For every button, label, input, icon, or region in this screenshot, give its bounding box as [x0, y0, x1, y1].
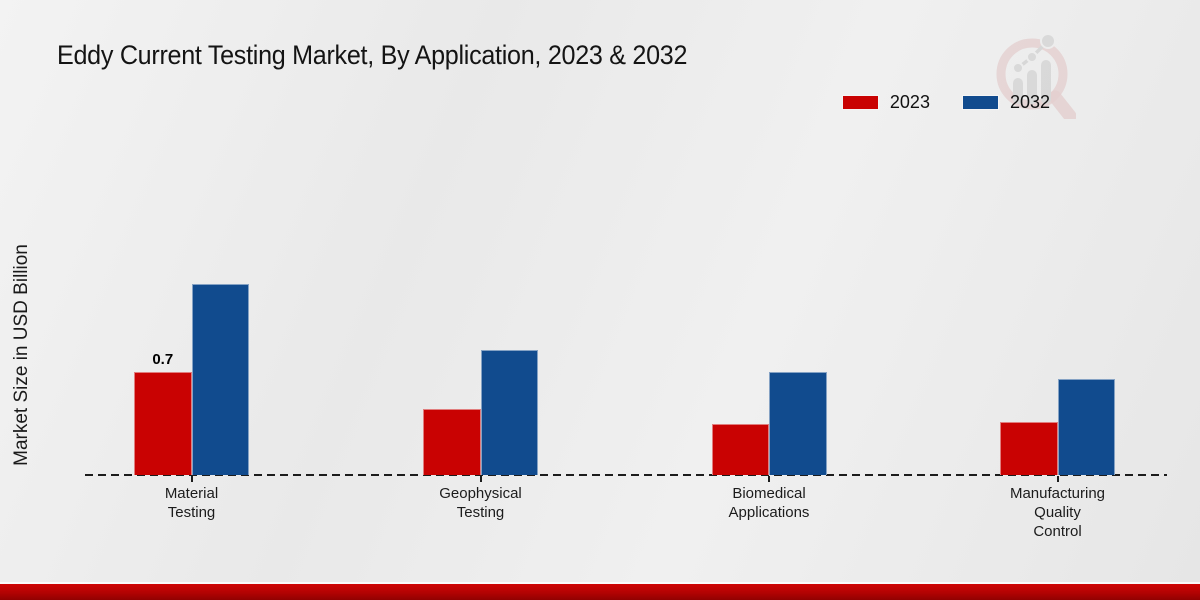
- legend-swatch-2032: [961, 95, 999, 110]
- bar-2032-material-testing: [191, 284, 249, 475]
- bar-2023-geophysical-testing: [423, 409, 481, 475]
- bar-2032-manufacturing-quality-control: [1057, 379, 1115, 475]
- legend-item-2023: 2023: [841, 92, 930, 113]
- y-axis-label: Market Size in USD Billion: [11, 244, 32, 466]
- x-axis-label-geophysical-testing: Geophysical Testing: [439, 485, 522, 521]
- legend-label-2032: 2032: [1009, 92, 1050, 112]
- bar-value-label: 0.7: [152, 351, 174, 368]
- x-axis-label-material-testing: Material Testing: [164, 485, 219, 521]
- mrfr-logo-watermark-icon: [996, 33, 1076, 119]
- legend-swatch-2023: [841, 95, 879, 110]
- legend-label-2023: 2023: [889, 92, 930, 112]
- chart-title: Eddy Current Testing Market, By Applicat…: [57, 40, 688, 70]
- x-axis-tick: [479, 476, 482, 482]
- x-axis-label-manufacturing-quality-control: Manufacturing Quality Control: [1009, 485, 1106, 540]
- x-axis-tick: [768, 476, 770, 482]
- bar-2023-material-testing: [134, 372, 192, 475]
- bar-2023-manufacturing-quality-control: [1000, 422, 1058, 475]
- bar-2032-geophysical-testing: [480, 350, 538, 475]
- legend: 2023 2032: [841, 92, 1050, 113]
- bar-2023-biomedical-applications: [711, 424, 769, 475]
- bar-2032-biomedical-applications: [769, 372, 827, 475]
- x-axis-tick: [190, 476, 193, 482]
- legend-item-2032: 2032: [961, 92, 1050, 113]
- x-axis-baseline: [85, 474, 1167, 476]
- x-axis-label-biomedical-applications: Biomedical Applications: [728, 485, 810, 521]
- x-axis-tick: [1056, 476, 1059, 482]
- footer-accent-bar: [0, 584, 1200, 600]
